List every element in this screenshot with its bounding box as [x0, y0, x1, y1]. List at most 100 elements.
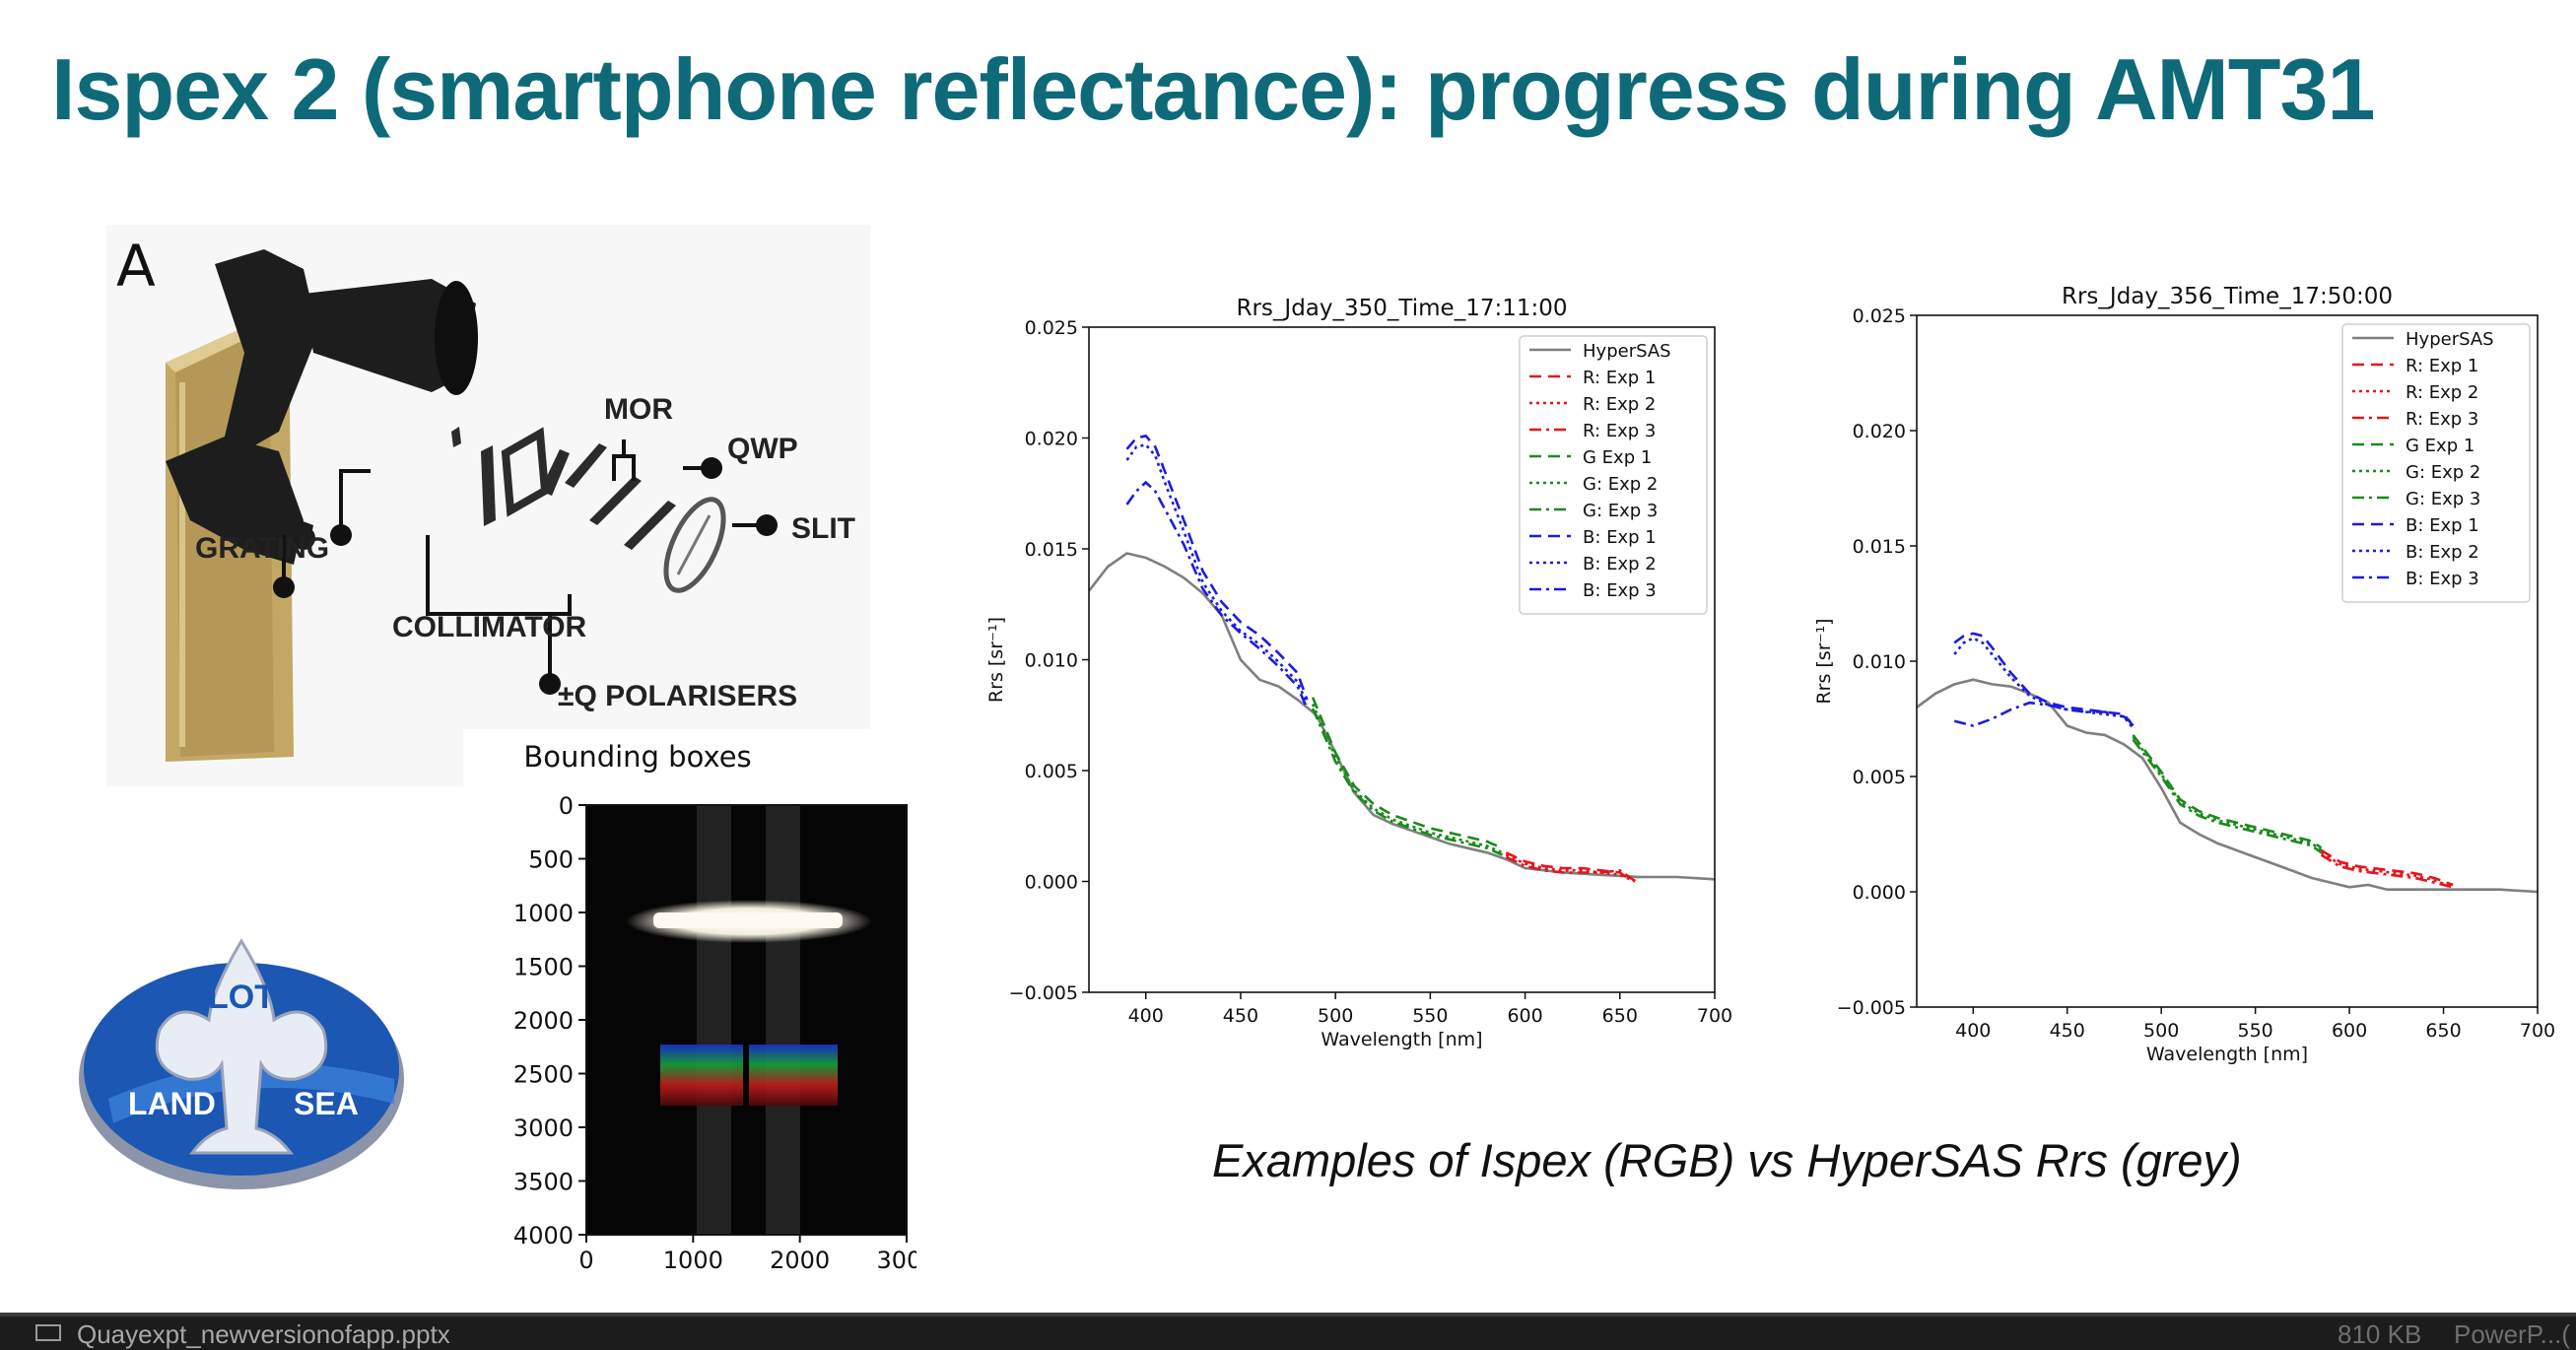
y-tick-label: 0.005 — [1853, 767, 1906, 788]
spectrum-y-tick-label: 1000 — [513, 900, 574, 927]
series-line — [1953, 637, 2135, 729]
bounding-box-left — [697, 805, 731, 1235]
label-collimator: COLLIMATOR — [392, 611, 587, 643]
series-line — [2132, 734, 2323, 849]
series-line — [1916, 678, 2539, 894]
label-polarisers: ±Q POLARISERS — [558, 680, 797, 712]
legend-entry: HyperSAS — [2406, 329, 2494, 350]
x-tick-label: 550 — [1412, 1005, 1448, 1027]
x-tick-label: 700 — [2520, 1020, 2555, 1042]
x-tick-label: 500 — [1318, 1005, 1353, 1027]
x-tick-label: 500 — [2143, 1020, 2179, 1042]
series-line — [1505, 853, 1636, 883]
file-icon[interactable] — [35, 1324, 61, 1341]
legend-entry: G: Exp 3 — [1583, 501, 1658, 521]
y-axis-label: Rrs [sr⁻¹] — [1813, 618, 1835, 704]
taskbar: Quayexpt_newversionofapp.pptx 810 KB Pow… — [0, 1313, 2576, 1350]
series-line — [1125, 480, 1309, 709]
y-tick-label: 0.010 — [1853, 651, 1906, 673]
legend-entry: G: Exp 2 — [2406, 462, 2480, 483]
bounding-boxes-plot: Bounding boxes 0 500 1000 1500 2000 2500 3000 3… — [463, 729, 937, 1281]
legend-entry: R: Exp 3 — [2406, 409, 2478, 430]
rrs-chart-jday-356: Rrs_Jday_356_Time_17:50:00 −0.005 0.000 0.0… — [1808, 276, 2572, 1065]
series-line — [2320, 851, 2454, 889]
y-tick-label: 0.015 — [1853, 536, 1906, 558]
chart-title: Rrs_Jday_356_Time_17:50:00 — [2062, 284, 2393, 309]
label-mor: MOR — [604, 393, 673, 426]
spectrum-y-axis: 0 500 1000 1500 2000 2500 3000 3500 4000 — [513, 792, 586, 1249]
callout-lines — [282, 439, 762, 678]
y-tick-label: 0.000 — [1025, 872, 1078, 894]
y-tick-label: 0.010 — [1025, 650, 1078, 672]
spectrum-y-tick-label: 3000 — [513, 1114, 574, 1142]
series-line — [1311, 697, 1504, 849]
series-line — [1311, 703, 1504, 854]
spectrometer-attachment — [166, 249, 478, 565]
legend-entry: B: Exp 1 — [1583, 527, 1657, 548]
chart-legend: HyperSAS R: Exp 1 R: Exp 2 R: Exp 3 G Exp 1 G… — [1519, 335, 1708, 615]
spectrum-y-tick-label: 2500 — [513, 1061, 574, 1089]
legend-entry: G Exp 1 — [1583, 447, 1652, 468]
x-axis-label: Wavelength [nm] — [1321, 1029, 1482, 1050]
x-tick-label: 600 — [2332, 1020, 2367, 1042]
bounding-boxes-title: Bounding boxes — [523, 740, 751, 774]
y-tick-label: 0.025 — [1853, 305, 1906, 327]
legend-entry: B: Exp 1 — [2406, 515, 2479, 536]
y-tick-label: 0.000 — [1853, 882, 1906, 904]
spectrum-y-tick-label: 1500 — [513, 954, 574, 981]
legend-entry: R: Exp 1 — [1583, 368, 1656, 388]
taskbar-file-size: 810 KB — [2338, 1319, 2422, 1349]
spectrum-y-tick-label: 3500 — [513, 1169, 574, 1196]
rrs-chart-jday-350-svg: Rrs_Jday_350_Time_17:11:00 −0.005 0.000 0.0… — [985, 296, 1732, 1050]
slide-title: Ispex 2 (smartphone reflectance): progre… — [51, 40, 2375, 138]
legend-box — [2341, 323, 2531, 603]
x-tick-label: 700 — [1697, 1005, 1732, 1027]
spectrum-x-tick-label: 3000 — [876, 1247, 916, 1274]
x-tick-label: 450 — [2050, 1020, 2085, 1042]
taskbar-filename[interactable]: Quayexpt_newversionofapp.pptx — [77, 1319, 450, 1349]
logo-text-land: LAND — [128, 1086, 216, 1121]
plot-area-frame — [1916, 314, 2539, 1008]
y-tick-label: 0.025 — [1025, 317, 1078, 339]
y-tick-label: 0.005 — [1025, 761, 1078, 782]
lot-logo: LOT LAND SEA — [69, 931, 414, 1207]
series-line — [1311, 708, 1504, 856]
legend-entry: B: Exp 3 — [1583, 580, 1657, 601]
series-line — [2132, 738, 2323, 854]
rrs-chart-jday-356-svg: Rrs_Jday_356_Time_17:50:00 −0.005 0.000 0.0… — [1813, 284, 2555, 1065]
taskbar-app-name[interactable]: PowerP...( — [2454, 1319, 2571, 1349]
legend-entry: B: Exp 2 — [1583, 554, 1657, 574]
spectrum-x-tick-label: 0 — [578, 1247, 593, 1274]
y-tick-label: 0.020 — [1853, 421, 1906, 442]
y-tick-label: 0.020 — [1025, 429, 1078, 450]
legend-entry: HyperSAS — [1583, 341, 1671, 362]
lot-logo-drawing: LOT LAND SEA — [79, 938, 404, 1189]
legend-entry: B: Exp 2 — [2406, 542, 2479, 563]
rrs-chart-jday-350: Rrs_Jday_350_Time_17:11:00 −0.005 0.000 0.0… — [981, 281, 1749, 1059]
legend-entry: B: Exp 3 — [2406, 569, 2479, 589]
series-line — [2132, 736, 2323, 851]
y-tick-label: −0.005 — [1009, 982, 1078, 1004]
series-line — [1953, 701, 2135, 727]
y-tick-label: −0.005 — [1837, 997, 1906, 1019]
x-tick-label: 650 — [2425, 1020, 2461, 1042]
figure-caption: Examples of Ispex (RGB) vs HyperSAS Rrs … — [1212, 1134, 2242, 1186]
x-tick-label: 650 — [1602, 1005, 1638, 1027]
legend-entry: R: Exp 2 — [2406, 382, 2478, 403]
ispex-device-figure: A — [106, 225, 870, 786]
label-grating: GRATING — [195, 532, 329, 565]
spectrum-image — [586, 805, 907, 1235]
legend-entry: R: Exp 1 — [2406, 356, 2478, 376]
spectrum-x-tick-label: 2000 — [770, 1247, 830, 1274]
legend-entry: G Exp 1 — [2406, 436, 2474, 456]
series-line — [1125, 434, 1309, 701]
logo-text-lot: LOT — [208, 979, 275, 1016]
x-axis-label: Wavelength [nm] — [2146, 1044, 2308, 1064]
series-line — [1125, 442, 1309, 706]
ispex-device-drawing: A — [106, 225, 870, 786]
x-tick-label: 550 — [2238, 1020, 2273, 1042]
series-line — [1505, 851, 1631, 881]
logo-text-sea: SEA — [294, 1086, 359, 1121]
series-line — [1953, 632, 2135, 727]
series-line — [2320, 853, 2454, 889]
